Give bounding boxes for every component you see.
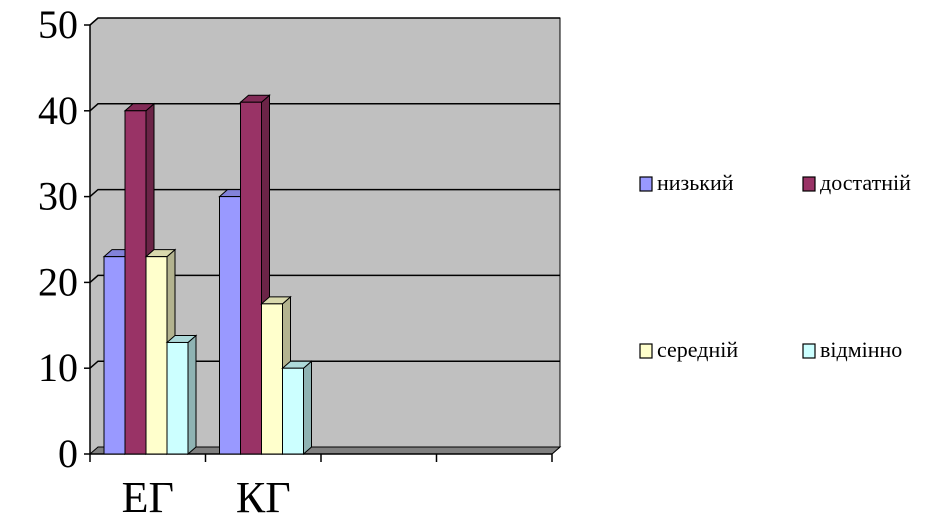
legend-label: середній — [657, 337, 738, 362]
bar-front — [282, 367, 304, 455]
gridline-10 — [89, 360, 560, 369]
legend-item-відмінно: відмінно — [802, 337, 902, 362]
legend-swatch — [802, 343, 816, 359]
y-tick-label: 40 — [38, 88, 78, 133]
y-tick-label: 20 — [38, 259, 78, 304]
bar-front — [103, 256, 126, 455]
gridline-50 — [89, 17, 560, 26]
legend-label: достатній — [820, 170, 911, 195]
bar-front — [166, 341, 189, 455]
bar-front — [219, 196, 241, 455]
bar-відмінно-ЕГ — [165, 334, 198, 456]
bar-front — [261, 303, 283, 455]
gridline-30 — [89, 188, 560, 198]
bar-side — [303, 360, 312, 456]
legend-swatch — [639, 343, 653, 359]
legend-swatch — [639, 176, 653, 192]
bar-front — [124, 110, 147, 455]
legend-label: відмінно — [820, 337, 902, 362]
bar-side — [187, 334, 197, 456]
legend-item-середній: середній — [639, 337, 738, 362]
bar-front — [145, 256, 168, 455]
bar-відмінно-КГ — [281, 360, 313, 456]
legend-item-достатній: достатній — [802, 170, 911, 195]
y-tick-label: 50 — [38, 2, 78, 47]
legend-swatch — [802, 176, 816, 192]
y-tick-label: 0 — [58, 431, 78, 476]
x-tick-label: КГ — [236, 473, 291, 519]
legend-label: низький — [657, 170, 734, 195]
y-tick-label: 10 — [38, 345, 78, 390]
bar-front — [240, 101, 262, 455]
gridline-20 — [89, 274, 560, 283]
gridline-40 — [89, 103, 560, 112]
x-tick-label: ЕГ — [122, 473, 174, 519]
y-tick-label: 30 — [38, 174, 78, 219]
legend-item-низький: низький — [639, 170, 734, 195]
